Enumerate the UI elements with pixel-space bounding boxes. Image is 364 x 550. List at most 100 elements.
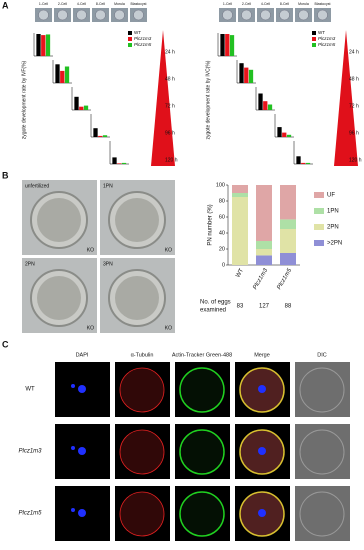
column-header: Merge (254, 352, 270, 358)
legend-label: UF (327, 193, 335, 199)
stage-label: 1-Cell (39, 2, 48, 6)
bar (248, 69, 254, 83)
dapi-signal (78, 447, 86, 455)
bar (244, 67, 249, 83)
bar (258, 93, 263, 110)
dapi-signal (258, 509, 266, 517)
micrograph (295, 424, 350, 479)
dapi-signal (78, 385, 86, 393)
stage-image (222, 9, 233, 21)
time-label: 96 h (165, 130, 175, 136)
time-label: 24 h (165, 49, 175, 55)
oocyte-cytoplasm (37, 198, 81, 242)
dic-outline (299, 367, 345, 413)
bar (121, 162, 127, 164)
y-tick-label: 80 (219, 198, 225, 204)
bar (225, 34, 230, 56)
stage-image (260, 9, 271, 21)
stage-label: 1-Cell (223, 2, 232, 6)
stage-label: 2-Cell (58, 2, 67, 6)
dapi-signal (71, 508, 75, 512)
stage-label: Blastocyst (315, 2, 331, 6)
stage-image (76, 9, 87, 21)
legend-label: WT (134, 30, 141, 35)
dic-outline (299, 429, 345, 475)
dapi-signal (71, 384, 75, 388)
stage-image (38, 9, 49, 21)
panel-label: B (2, 170, 9, 180)
bar (55, 64, 60, 83)
bar (277, 127, 282, 137)
stage-label: 4-Cell (261, 2, 270, 6)
stage-image (317, 9, 328, 21)
stage-label: 2-Cell (242, 2, 251, 6)
row-label: Plcz1m5 (18, 511, 42, 517)
y-tick-label: 40 (219, 230, 225, 236)
bar-segment (232, 185, 248, 193)
column-header: Actin-Tracker Green-488 (172, 352, 232, 358)
legend-label: Plcz1m3 (134, 36, 152, 41)
legend-swatch (312, 31, 316, 35)
bar (45, 34, 51, 56)
y-tick-label: 100 (216, 182, 225, 188)
bar (41, 35, 46, 56)
bar (74, 96, 79, 110)
micrograph (295, 486, 350, 541)
dapi-signal (258, 447, 266, 455)
time-label: 120 h (349, 157, 362, 163)
cell-signal (179, 367, 225, 413)
legend-swatch (314, 208, 324, 214)
y-axis-label: PN number (%) (208, 204, 214, 245)
legend-label: >2PN (327, 241, 342, 247)
image-tag: KO (87, 247, 94, 253)
bar (296, 156, 301, 164)
image-label: 1PN (103, 183, 113, 189)
y-tick-label: 20 (219, 246, 225, 252)
time-label: 24 h (349, 49, 359, 55)
time-arrow (151, 30, 175, 166)
image-label: 3PN (103, 261, 113, 267)
time-label: 48 h (165, 76, 175, 82)
image-tag: KO (165, 247, 172, 253)
dic-outline (299, 491, 345, 537)
bar (229, 35, 235, 56)
egg-count: 127 (259, 304, 270, 310)
stage-image (95, 9, 106, 21)
bar (64, 66, 70, 83)
bar (267, 104, 273, 110)
legend-swatch (314, 192, 324, 198)
egg-count: 88 (285, 304, 292, 310)
legend-label: 2PN (327, 225, 339, 231)
bar-segment (256, 241, 272, 249)
legend-label: Plcz1m5 (318, 42, 336, 47)
stage-image (133, 9, 144, 21)
bar-segment (280, 229, 296, 253)
column-header: DAPI (76, 352, 89, 358)
cell-signal (119, 367, 165, 413)
bar-segment (280, 185, 296, 220)
x-tick-label: Plcz1m5 (276, 267, 293, 290)
y-tick-label: 0 (222, 262, 225, 268)
x-tick-label: WT (235, 267, 245, 278)
stage-label: Morula (298, 2, 309, 6)
image-tag: KO (165, 325, 172, 331)
bar (98, 135, 103, 137)
bar-segment (232, 193, 248, 197)
dapi-signal (71, 446, 75, 450)
bar-segment (256, 249, 272, 256)
time-label: 48 h (349, 76, 359, 82)
bar (83, 105, 89, 110)
y-tick-label: 60 (219, 214, 225, 220)
bar (282, 132, 287, 137)
stage-label: 8-Cell (280, 2, 289, 6)
egg-label: No. of eggs (200, 300, 231, 306)
time-arrow (334, 30, 358, 166)
stage-image (114, 9, 125, 21)
legend-swatch (312, 43, 316, 47)
stage-label: Blastocyst (131, 2, 147, 6)
oocyte-cytoplasm (115, 276, 159, 320)
stage-label: 4-Cell (77, 2, 86, 6)
egg-count: 83 (237, 304, 244, 310)
oocyte-cytoplasm (115, 198, 159, 242)
dapi-signal (78, 509, 86, 517)
